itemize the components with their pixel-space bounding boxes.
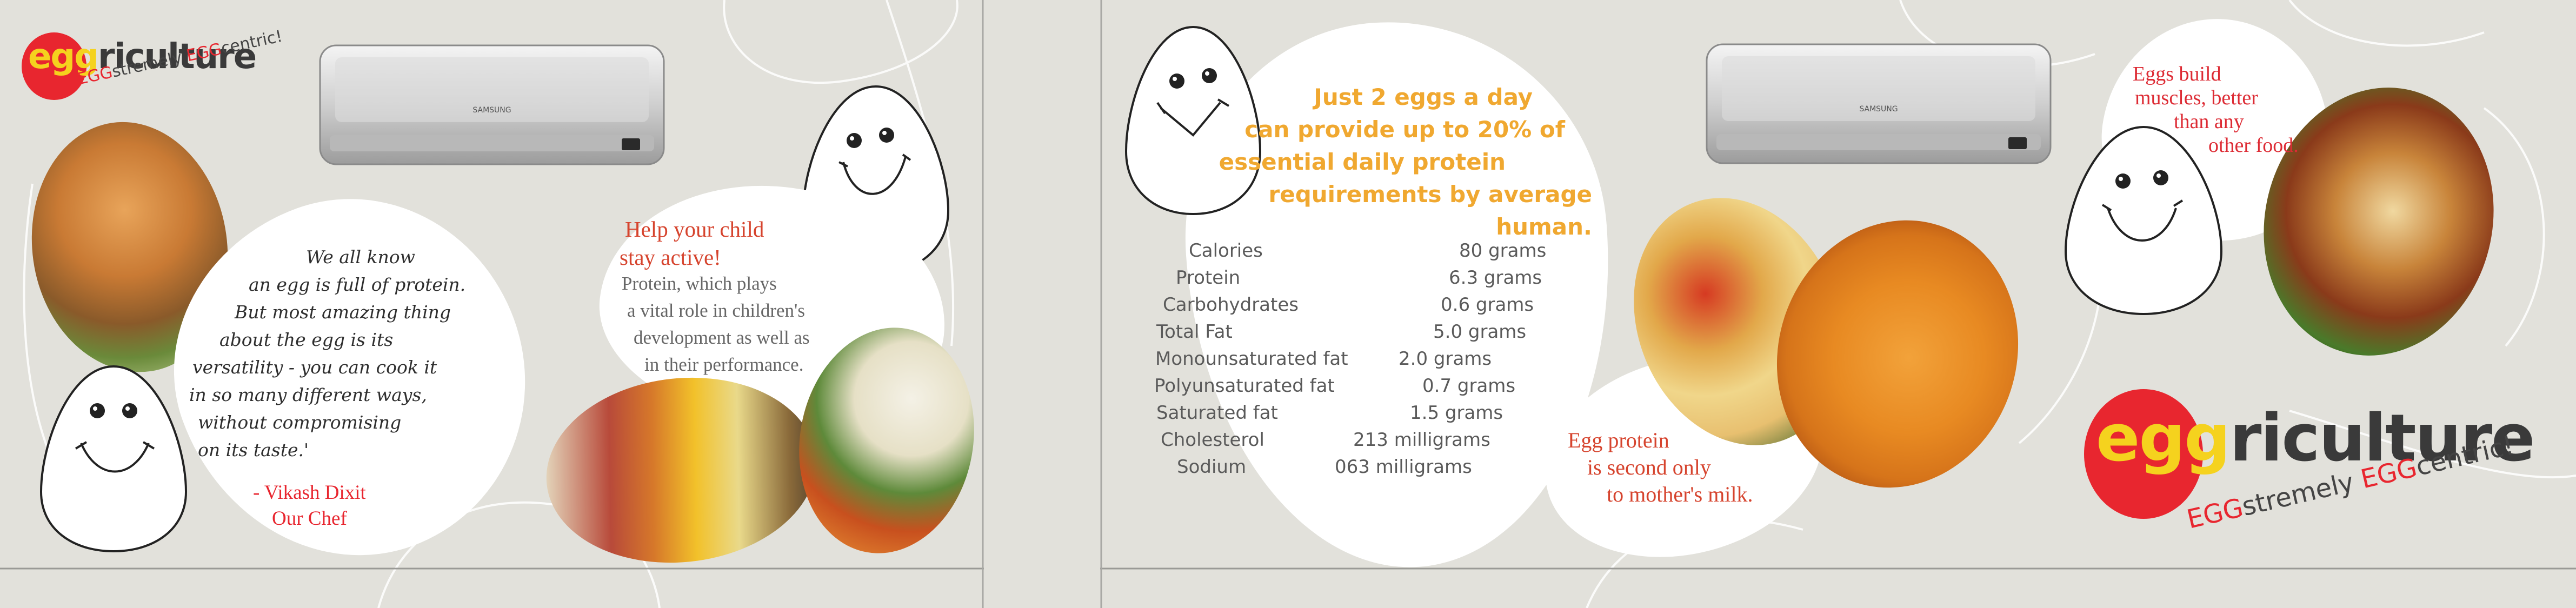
right-panel: Just 2 eggs a day can provide up to 20% … [1100, 0, 2576, 608]
logo-red-circle [22, 32, 86, 100]
left-panel: eggriculture EGGstremely EGGcentric! SAM… [0, 0, 984, 608]
egg-smiley-icon [39, 365, 188, 553]
ac-brand-label: SAMSUNG [472, 106, 511, 115]
milk-text: Egg protein is second only to mother's m… [1568, 428, 1753, 506]
nutrition-row: Carbohydrates [1163, 294, 1299, 316]
air-conditioner-icon: SAMSUNG [1706, 42, 2052, 166]
nutrition-row: Saturated fat [1156, 402, 1278, 424]
brand-logo: eggriculture EGGstremely EGGcentric! [2084, 389, 2571, 551]
nutrition-value: 80 grams [1459, 240, 1547, 262]
logo-word-prefix: egg [2096, 401, 2231, 476]
logo-red-circle [2084, 389, 2203, 519]
nutrition-value: 213 milligrams [1353, 429, 1490, 451]
protein-headline: Just 2 eggs a day can provide up to 20% … [1219, 84, 1592, 240]
nutrition-value: 1.5 grams [1410, 402, 1503, 424]
muscle-text: Eggs build muscles, better than any othe… [2133, 63, 2299, 157]
nutrition-row: Calories [1189, 240, 1263, 262]
nutrition-value: 0.6 grams [1441, 294, 1534, 316]
child-body: Protein, which plays a vital role in chi… [622, 273, 810, 375]
nutrition-row: Monounsaturated fat [1155, 348, 1348, 370]
nutrition-row: Protein [1176, 267, 1241, 289]
nutrition-row: Sodium [1177, 456, 1247, 478]
chef-quote: We all know an egg is full of protein. B… [189, 246, 466, 460]
ac-brand-label: SAMSUNG [1859, 105, 1898, 113]
logo-word-suffix: riculture [98, 37, 257, 77]
quote-role: Our Chef [272, 507, 347, 530]
egg-smiley-icon [2064, 125, 2223, 316]
nutrition-value: 5.0 grams [1433, 321, 1527, 343]
logo-word-prefix: egg [28, 37, 99, 77]
nutrition-value: 063 milligrams [1335, 456, 1472, 478]
egg-smiley-icon [1124, 25, 1262, 216]
nutrition-row: Cholesterol [1161, 429, 1264, 451]
quote-author: - Vikash Dixit [253, 482, 366, 504]
child-heading: Help your child stay active! [620, 217, 764, 270]
brand-logo: eggriculture EGGstremely EGGcentric! [22, 27, 303, 108]
logo-word-suffix: riculture [2229, 401, 2535, 476]
nutrition-value: 6.3 grams [1449, 267, 1542, 289]
nutrition-value: 0.7 grams [1422, 375, 1516, 397]
nutrition-row: Total Fat [1156, 321, 1233, 343]
nutrition-row: Polyunsaturated fat [1154, 375, 1335, 397]
nutrition-value: 2.0 grams [1399, 348, 1492, 370]
quote-attribution: - Vikash Dixit Our Chef [253, 480, 366, 532]
air-conditioner-icon: SAMSUNG [319, 43, 665, 168]
